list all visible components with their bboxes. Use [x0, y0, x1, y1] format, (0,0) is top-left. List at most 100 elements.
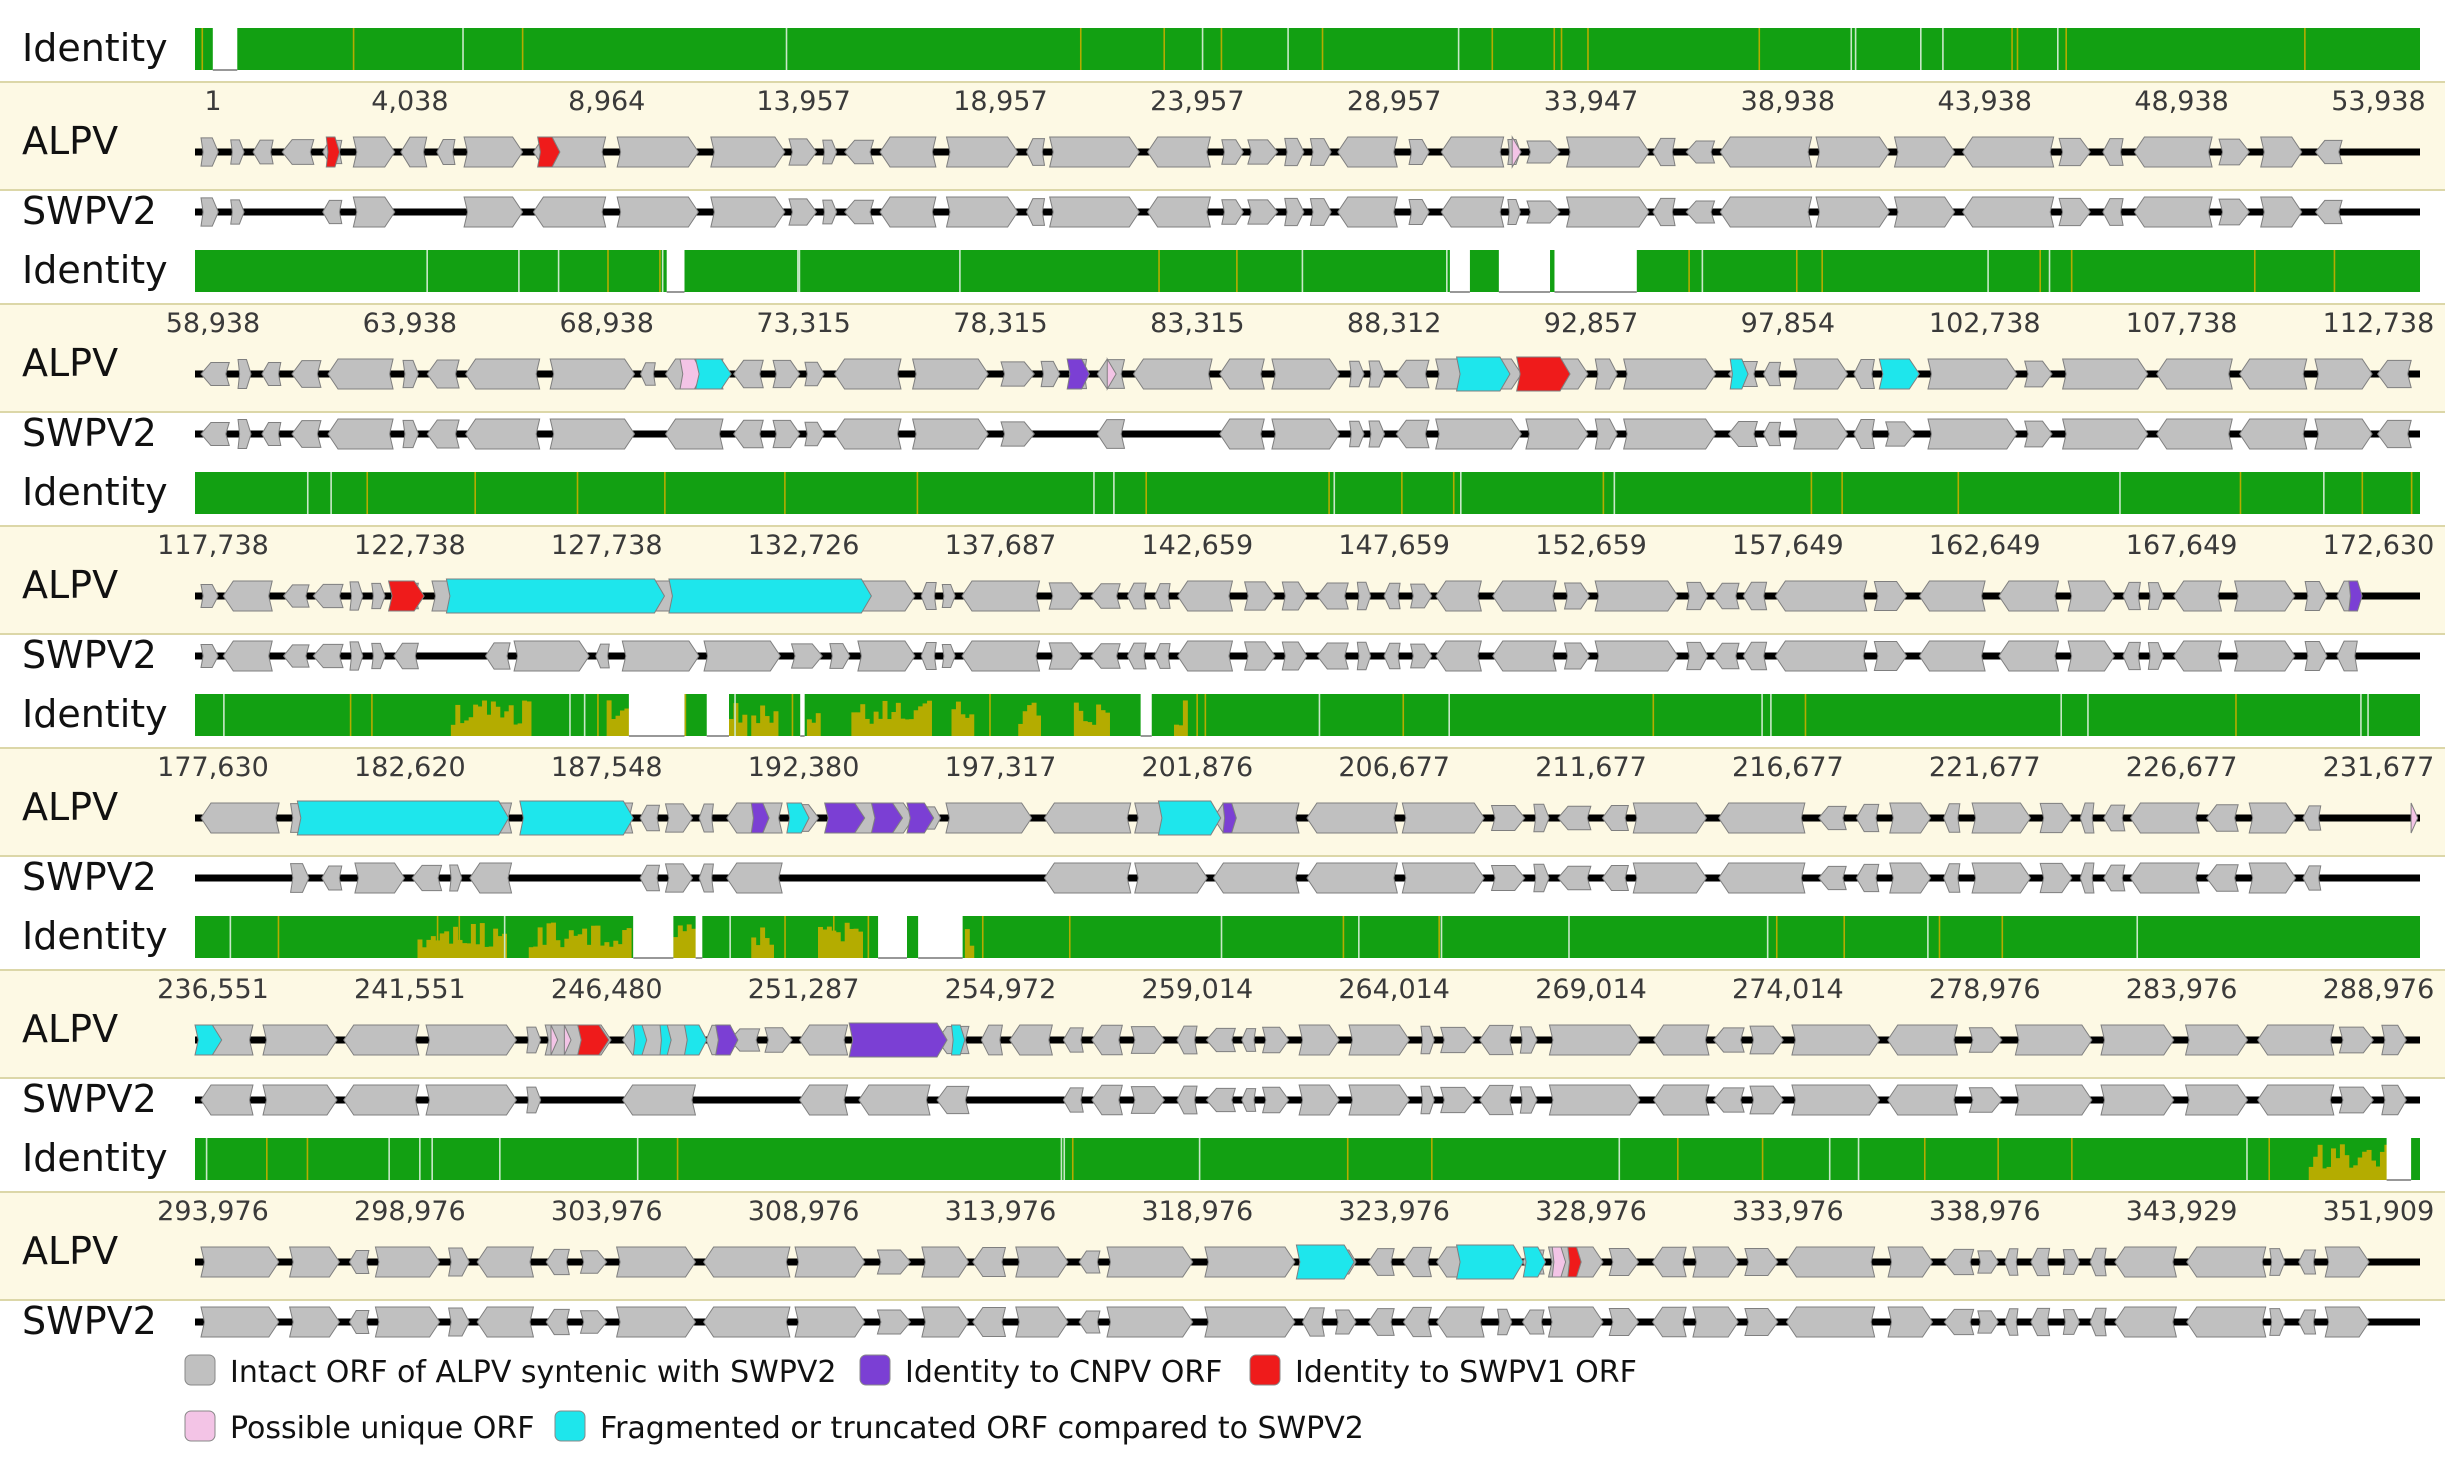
tick-label: 122,738: [354, 530, 466, 561]
swpv2-orf: [2122, 641, 2141, 671]
tick-label: 192,380: [748, 752, 860, 783]
alpv-orf: [2024, 360, 2053, 388]
alpv-band: [0, 970, 2445, 1078]
swpv2-orf: [1440, 1086, 1476, 1114]
alpv-orf: [2239, 358, 2308, 390]
tick-label: 264,014: [1338, 974, 1450, 1005]
alpv-orf: [639, 804, 661, 832]
alpv-orf: [281, 139, 315, 165]
alpv-orf-swpv1: [537, 136, 561, 168]
alpv-orf-swpv1: [387, 580, 425, 612]
swpv2-orf: [321, 865, 343, 891]
alignment-block: Identity 293,976 298,976 303,976 308,976 313,…: [0, 1136, 2445, 1343]
alpv-orf: [1219, 358, 1265, 390]
alpv-orf: [1356, 581, 1372, 611]
alpv-orf: [664, 803, 694, 833]
alpv-orf: [2314, 139, 2343, 165]
alpv-band: [0, 304, 2445, 412]
alpv-orf-fragmented: [1522, 1246, 1547, 1278]
alpv-orf: [1026, 138, 1046, 166]
swpv2-orf: [1971, 862, 2032, 894]
alpv-orf-fragmented: [296, 800, 510, 836]
swpv2-orf: [1565, 196, 1650, 228]
tick-label: 303,976: [551, 1196, 663, 1227]
tick-label: 4,038: [371, 86, 448, 117]
alpv-orf: [2014, 1024, 2093, 1056]
alpv-orf: [545, 1248, 570, 1276]
alpv-orf: [289, 1246, 341, 1278]
alpv-orf: [200, 802, 280, 834]
swpv2-label: SWPV2: [22, 1077, 157, 1121]
alpv-orf: [2089, 1247, 2107, 1277]
swpv2-orf: [1435, 640, 1482, 672]
swpv2-orf: [2298, 1309, 2317, 1335]
tick-label: 313,976: [945, 1196, 1057, 1227]
swpv2-orf: [1998, 640, 2060, 672]
swpv2-orf: [1420, 1085, 1435, 1115]
tick-label: 328,976: [1535, 1196, 1647, 1227]
alpv-orf: [1887, 1024, 1958, 1056]
swpv2-orf: [1078, 1310, 1101, 1334]
alpv-orf: [1971, 802, 2032, 834]
swpv2-orf: [1519, 1086, 1538, 1114]
alpv-orf: [941, 583, 956, 609]
alpv-orf: [879, 136, 937, 168]
swpv2-orf: [2314, 199, 2343, 225]
swpv2-orf: [1316, 642, 1349, 670]
alpv-orf: [237, 358, 252, 390]
tick-label: 269,014: [1535, 974, 1647, 1005]
swpv2-orf: [2030, 1307, 2051, 1337]
alpv-orf: [425, 1024, 518, 1056]
tick-label: 68,938: [559, 308, 653, 339]
swpv2-orf: [857, 640, 916, 672]
alpv-orf: [579, 1250, 608, 1274]
swpv2-orf: [2234, 640, 2296, 672]
identity-bar: [195, 249, 2420, 293]
legend-label-fragmented: Fragmented or truncated ORF compared to …: [600, 1411, 1364, 1446]
alpv-orf-swpv1: [1567, 1246, 1582, 1278]
alpv-orf-cnpv: [715, 1024, 739, 1056]
swpv2-orf: [1791, 1084, 1881, 1116]
swpv2-orf: [1000, 421, 1035, 447]
alpv-orf-fragmented: [194, 1024, 223, 1056]
swpv2-orf: [371, 642, 386, 670]
swpv2-orf: [411, 864, 443, 892]
alpv-orf: [2248, 802, 2297, 834]
swpv2-orf: [1632, 862, 1708, 894]
alpv-orf-fragmented: [668, 578, 872, 614]
alpv-orf-fragmented: [632, 1024, 648, 1056]
swpv2-orf: [1744, 1307, 1779, 1337]
tick-label: 83,315: [1150, 308, 1244, 339]
swpv2-orf: [2304, 641, 2328, 671]
swpv2-orf: [200, 197, 219, 227]
swpv2-orf: [790, 643, 823, 669]
alpv-orf: [1402, 1246, 1432, 1278]
swpv2-track: [195, 418, 2420, 450]
swpv2-orf: [1049, 196, 1140, 228]
swpv2-track: [195, 196, 2420, 228]
alpv-orf: [2058, 137, 2091, 167]
swpv2-orf: [1525, 418, 1589, 450]
tick-label: 278,976: [1929, 974, 2041, 1005]
alpv-orf: [2314, 358, 2373, 390]
swpv2-orf: [262, 1084, 338, 1116]
alpv-orf: [2103, 804, 2126, 832]
alpv-orf: [2234, 580, 2296, 612]
alpv-orf: [1943, 1248, 1975, 1276]
alpv-orf-swpv1: [1516, 356, 1571, 392]
tick-label: 274,014: [1732, 974, 1844, 1005]
alpv-orf: [1774, 580, 1868, 612]
swpv2-orf: [1383, 642, 1401, 670]
swpv2-orf: [1885, 421, 1916, 447]
alpv-orf: [1998, 580, 2060, 612]
swpv2-orf: [710, 196, 786, 228]
alpv-orf: [616, 136, 699, 168]
swpv2-orf: [1533, 863, 1550, 893]
swpv2-orf: [1977, 1310, 1999, 1334]
swpv2-orf: [1962, 196, 2055, 228]
swpv2-orf: [1026, 198, 1046, 226]
tick-label: 254,972: [945, 974, 1057, 1005]
coordinate-ticks: 58,938 63,938 68,938 73,315 78,315 83,315 88,3…: [166, 308, 2435, 339]
alpv-orf-fragmented: [1455, 1244, 1524, 1280]
alpv-orf-unique: [2410, 802, 2419, 834]
